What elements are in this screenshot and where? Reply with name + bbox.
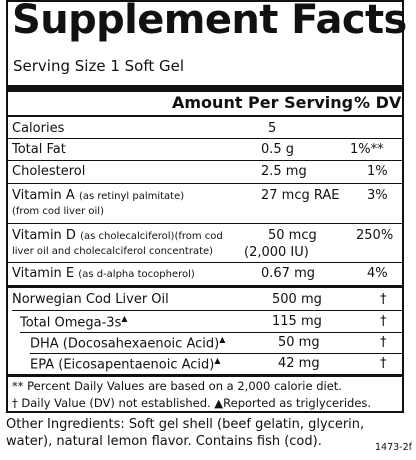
row-total-fat-dv: 1%** [350,142,384,157]
row-vitamin-d-dv: 250% [356,228,394,243]
row-omega3-dv: † [380,314,387,329]
triangle-icon: ▲ [219,335,226,344]
row-cholesterol-amount: 2.5 mg [261,164,307,179]
row-omega3: Total Omega-3s▲ [20,314,128,330]
row-vitamin-a-amount: 27 mcg RAE [261,188,340,203]
footnote-dv-basis: ** Percent Daily Values are based on a 2… [12,379,342,393]
row-omega3-name: Total Omega-3s [20,315,122,331]
row-vitamin-e-amount: 0.67 mg [261,266,315,281]
panel-title: Supplement Facts [12,0,407,43]
row-dha-amount: 50 mg [278,335,320,350]
row-vitamin-e-name: Vitamin E [12,266,75,281]
divider [8,223,402,224]
row-calories-amount: 5 [268,121,277,136]
ingredients-line: Other Ingredients: Soft gel shell (beef … [6,417,365,432]
row-vitamin-d-name: Vitamin D [12,228,76,243]
row-epa-amount: 42 mg [278,356,320,371]
row-total-fat-amount: 0.5 g [261,142,295,157]
row-dha-dv: † [380,335,387,350]
row-vitamin-a-note2: (from cod liver oil) [12,206,104,217]
header-dv: % DV [354,93,402,112]
row-vitamin-d-amount: 50 mcg [268,228,317,243]
row-dha-name: DHA (Docosahexaenoic Acid) [30,336,220,352]
thick-divider [8,285,402,288]
footnote-dv-not-established: † Daily Value (DV) not established. ▲Rep… [12,396,372,410]
row-epa-dv: † [380,356,387,371]
row-dha: DHA (Docosahexaenoic Acid)▲ [30,335,225,351]
row-vitamin-d-note2: liver oil and cholecalciferol concentrat… [12,246,214,257]
divider [20,332,402,333]
row-cholesterol-dv: 1% [367,164,388,179]
ingredients-line: water), natural lemon flavor. Contains f… [6,434,322,449]
row-vitamin-e: Vitamin E (as d-alpha tocopherol) [12,266,195,281]
divider [8,262,402,263]
row-omega3-amount: 115 mg [272,314,322,329]
row-vitamin-e-dv: 4% [367,266,388,281]
row-vitamin-d-note: (as cholecalciferol)(from cod [80,231,223,242]
row-total-fat-name: Total Fat [12,142,66,157]
other-ingredients: Other Ingredients: Soft gel shell (beef … [6,416,364,450]
product-code: 1473-2f [375,442,412,453]
row-vitamin-a-dv: 3% [367,188,388,203]
row-vitamin-d-amount2: (2,000 IU) [244,245,309,260]
row-cod-liver-oil-name: Norwegian Cod Liver Oil [12,292,169,307]
divider [8,160,402,161]
serving-size: Serving Size 1 Soft Gel [13,57,185,75]
divider [8,183,402,184]
divider [8,115,402,117]
header-amount: Amount Per Serving [172,93,354,112]
divider [8,138,402,139]
row-cod-liver-oil-dv: † [380,292,387,307]
row-vitamin-e-note: (as d-alpha tocopherol) [78,269,195,280]
triangle-icon: ▲ [214,356,221,365]
row-vitamin-a-note: (as retinyl palmitate) [78,191,185,202]
thick-divider [8,85,402,92]
row-cod-liver-oil-amount: 500 mg [272,292,322,307]
triangle-icon: ▲ [121,314,128,323]
row-epa: EPA (Eicosapentaenoic Acid)▲ [30,356,221,372]
row-cholesterol-name: Cholesterol [12,164,86,179]
divider [12,310,402,311]
row-vitamin-a-name: Vitamin A [12,188,75,203]
divider [30,353,402,354]
row-vitamin-a: Vitamin A (as retinyl palmitate) [12,188,184,203]
row-epa-name: EPA (Eicosapentaenoic Acid) [30,357,215,373]
supplement-facts-panel: Supplement Facts Serving Size 1 Soft Gel… [6,0,407,413]
row-calories-name: Calories [12,121,65,136]
row-vitamin-d: Vitamin D (as cholecalciferol)(from cod [12,228,223,243]
thick-divider [8,374,402,377]
